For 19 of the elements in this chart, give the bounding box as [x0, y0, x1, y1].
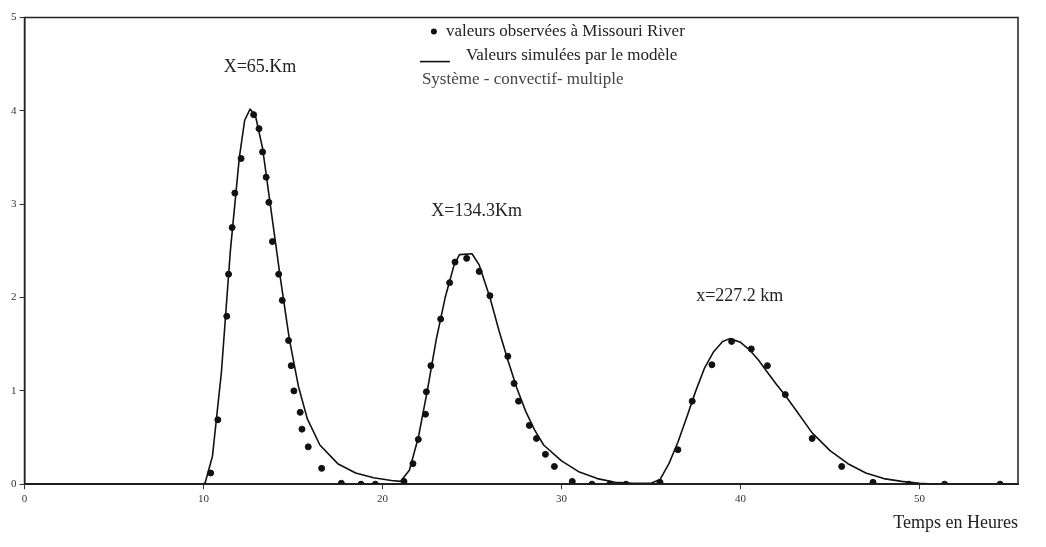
- y-tick-label: 1: [11, 383, 17, 396]
- x-tick-label: 0: [21, 491, 28, 504]
- y-tick-label: 4: [11, 103, 17, 116]
- legend-label: Valeurs simulées par le modèle: [465, 45, 678, 65]
- annotation: x=227.2 km: [696, 285, 784, 306]
- x-axis-title: Temps en Heures: [893, 511, 1018, 532]
- x-tick-label: 30: [556, 491, 568, 504]
- text: Système - convectif- multiple: [421, 69, 624, 89]
- y-tick-label: 5: [11, 10, 17, 23]
- x-tick-label: 50: [914, 491, 926, 504]
- annotation: X=134.3Km: [431, 200, 522, 221]
- y-tick-label: 0: [11, 477, 17, 490]
- y-tick-label: 2: [11, 290, 17, 303]
- legend-label: valeurs observées à Missouri River: [445, 21, 686, 41]
- x-tick-label: 40: [735, 491, 747, 504]
- y-tick-label: 3: [11, 197, 17, 210]
- x-tick-label: 20: [377, 491, 389, 504]
- annotation: X=65.Km: [223, 55, 297, 76]
- x-tick-label: 10: [198, 491, 210, 504]
